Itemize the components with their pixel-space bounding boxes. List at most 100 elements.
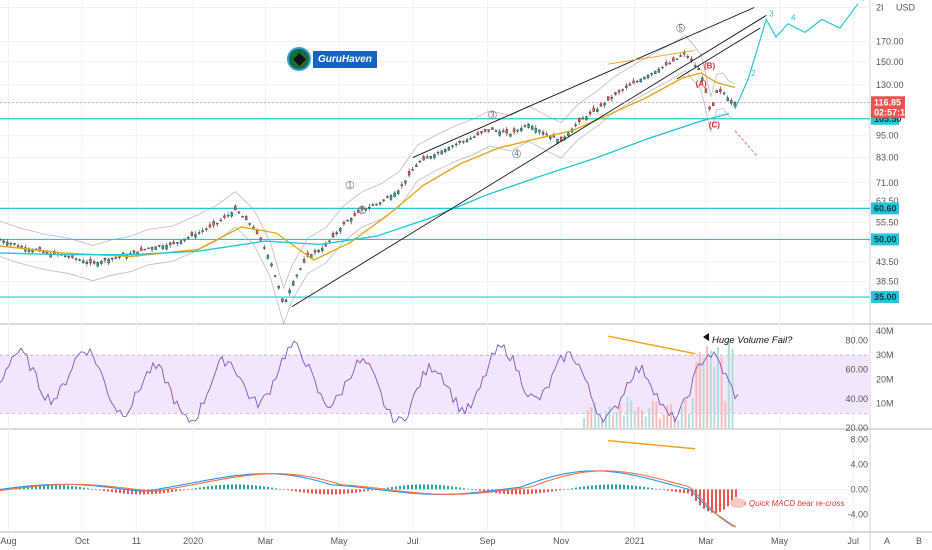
- macd-histogram-bar: [87, 488, 89, 490]
- macd-histogram-bar: [719, 489, 721, 512]
- wave-circle: [676, 23, 685, 33]
- candle-body: [516, 129, 519, 132]
- macd-histogram-bar: [735, 489, 737, 498]
- candle-body: [400, 184, 404, 187]
- guruhaven-logo: GuruHaven: [287, 46, 377, 72]
- candle-body: [686, 56, 690, 58]
- time-axis-tick-label: Mar: [258, 536, 274, 546]
- candle-body: [158, 245, 161, 247]
- macd-histogram-bar: [303, 489, 305, 493]
- candle-body: [603, 102, 606, 106]
- candle-body: [335, 232, 338, 235]
- macd-histogram-bar: [251, 485, 253, 490]
- candle-body: [9, 242, 13, 245]
- correction-wave-label: (B): [704, 61, 715, 70]
- rsi-axis-tick-label: 40.00: [845, 394, 868, 404]
- level-tag: [871, 233, 899, 246]
- candle-body: [346, 220, 349, 222]
- macd-histogram-bar: [123, 489, 125, 494]
- time-axis-tick-label: 2020: [183, 536, 203, 546]
- candle-body: [625, 85, 628, 88]
- macd-histogram-bar: [227, 484, 229, 490]
- macd-histogram-bar: [35, 484, 37, 490]
- macd-histogram-bar: [211, 485, 213, 490]
- candle-body: [415, 164, 418, 167]
- logo-emblem-icon: [287, 47, 311, 71]
- candle-body: [371, 204, 375, 206]
- macd-histogram-bar: [359, 489, 361, 493]
- macd-histogram-bar: [179, 489, 181, 491]
- macd-histogram-bar: [287, 489, 289, 491]
- macd-histogram-bar: [323, 489, 325, 495]
- volume-bar: [691, 398, 694, 428]
- candle-body: [483, 129, 487, 132]
- macd-histogram-bar: [435, 484, 437, 490]
- macd-histogram-bar: [639, 486, 641, 490]
- candle-body: [429, 156, 433, 159]
- macd-histogram-bar: [627, 485, 629, 490]
- projection-wave-label: 3: [769, 9, 774, 18]
- candle-body: [255, 230, 259, 234]
- candle-body: [393, 192, 396, 198]
- candle-body: [440, 150, 443, 155]
- macd-histogram-bar: [663, 489, 665, 491]
- price-axis-tick-label: 2I: [876, 3, 884, 13]
- volume-bar: [583, 417, 586, 428]
- macd-histogram-bar: [331, 489, 333, 495]
- macd-histogram-bar: [659, 489, 661, 490]
- candle-body: [205, 228, 208, 231]
- macd-histogram-bar: [351, 489, 353, 494]
- candle-body: [530, 125, 534, 130]
- macd-histogram-bar: [675, 489, 677, 492]
- macd-histogram-bar: [199, 487, 201, 490]
- price-axis-tick-label: 150.00: [876, 57, 904, 67]
- macd-histogram-bar: [511, 489, 513, 495]
- macd-histogram-bar: [83, 487, 85, 490]
- volume-bar: [680, 406, 683, 428]
- candle-body: [360, 206, 364, 211]
- candle-body: [664, 62, 668, 66]
- macd-histogram-bar: [635, 485, 637, 490]
- macd-histogram-bar: [687, 489, 689, 494]
- macd-histogram-bar: [403, 485, 405, 490]
- candle-body: [635, 80, 639, 83]
- macd-histogram-bar: [131, 489, 133, 495]
- candle-body: [733, 101, 737, 107]
- candle-body: [722, 92, 726, 95]
- macd-histogram-bar: [243, 484, 245, 490]
- rsi-line: [0, 340, 739, 424]
- volume-bar: [669, 404, 672, 428]
- macd-histogram-bar: [47, 484, 49, 490]
- macd-axis-tick-label: 4.00: [850, 459, 868, 469]
- candle-body: [708, 106, 711, 110]
- candle-body: [451, 145, 454, 147]
- macd-histogram-bar: [95, 489, 97, 490]
- ma_short-line: [0, 72, 736, 261]
- volume-bar: [666, 405, 669, 428]
- macd-histogram-bar: [455, 486, 457, 490]
- volume-bar: [601, 417, 604, 428]
- macd-histogram-bar: [167, 489, 169, 493]
- candle-body: [302, 259, 306, 263]
- candle-body: [107, 258, 110, 264]
- candle-body: [339, 228, 342, 232]
- macd-histogram-bar: [107, 489, 109, 492]
- time-axis-tick-label: 11: [132, 536, 141, 546]
- annotation-pointer-icon: [703, 333, 709, 341]
- candle-body: [197, 232, 201, 234]
- macd-axis-tick-label: -4.00: [847, 509, 868, 519]
- candle-body: [491, 127, 494, 130]
- candle-body: [313, 250, 317, 253]
- upper-band-line: [0, 34, 736, 290]
- macd-histogram-bar: [395, 486, 397, 490]
- volume-bar: [630, 400, 633, 428]
- candle-body: [520, 127, 523, 131]
- currency-label: USD: [896, 3, 916, 13]
- volume-bar: [688, 413, 691, 428]
- macd-histogram-bar: [631, 485, 633, 490]
- projection-wave-label: 4: [791, 14, 796, 23]
- level-tag-label: 35.00: [874, 292, 897, 302]
- volume-axis-tick-label: 20M: [876, 374, 894, 384]
- candle-body: [85, 261, 89, 265]
- candle-body: [147, 247, 150, 249]
